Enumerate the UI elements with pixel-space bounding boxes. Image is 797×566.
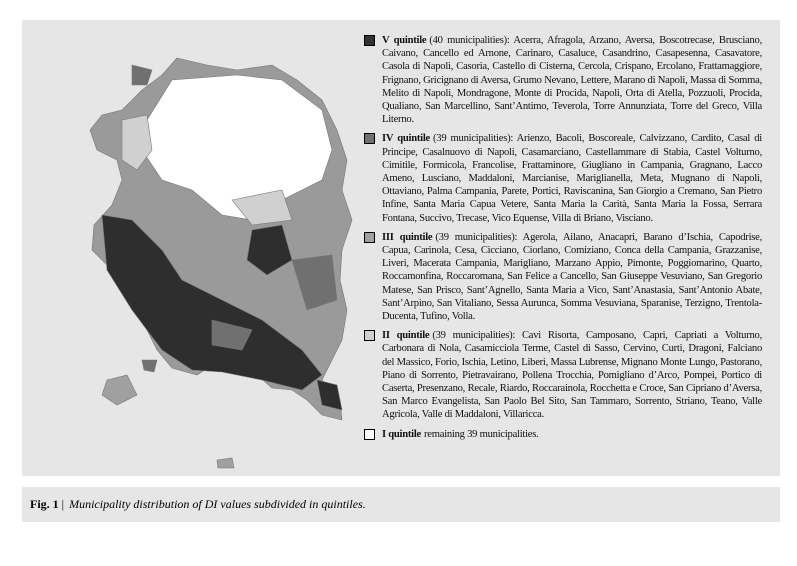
caption-label: Fig. 1 [30, 497, 59, 511]
legend-swatch [364, 330, 375, 342]
figure-panel: V quintile (40 municipalities): Acerra, A… [22, 20, 780, 476]
legend-label: II quintile [382, 330, 430, 342]
legend-item: II quintile (39 municipalities): Cavi Ris… [362, 329, 762, 421]
legend-text: (40 municipalities): Acerra, Afragola, A… [382, 35, 762, 126]
legend-item: IV quintile (39 municipalities): Arienzo,… [362, 132, 762, 224]
legend-swatch [364, 428, 375, 440]
legend-label: III quintile [382, 231, 433, 243]
legend-swatch [364, 133, 375, 145]
legend-swatch [364, 231, 375, 243]
legend-item: V quintile (40 municipalities): Acerra, A… [362, 34, 762, 126]
caption-separator: | [61, 497, 65, 511]
legend-item: I quintile remaining 39 municipalities. [362, 428, 762, 441]
legend-swatch [364, 35, 375, 46]
legend-text: remaining 39 municipalities. [424, 428, 539, 440]
legend: V quintile (40 municipalities): Acerra, A… [362, 34, 762, 447]
map [89, 57, 353, 469]
legend-label: I quintile [382, 428, 422, 440]
legend-label: IV quintile [382, 133, 430, 145]
legend-item: III quintile (39 municipalities): Agerola… [362, 231, 762, 323]
caption: Fig. 1 | Municipality distribution of DI… [22, 487, 780, 522]
legend-label: V quintile [382, 35, 427, 46]
legend-text: (39 municipalities): Arienzo, Bacoli, Bo… [382, 133, 762, 224]
legend-text: (39 municipalities): Agerola, Ailano, An… [382, 231, 762, 323]
caption-text: Municipality distribution of DI values s… [69, 497, 366, 511]
legend-text: (39 municipalities): Cavi Risorta, Campo… [382, 330, 762, 421]
